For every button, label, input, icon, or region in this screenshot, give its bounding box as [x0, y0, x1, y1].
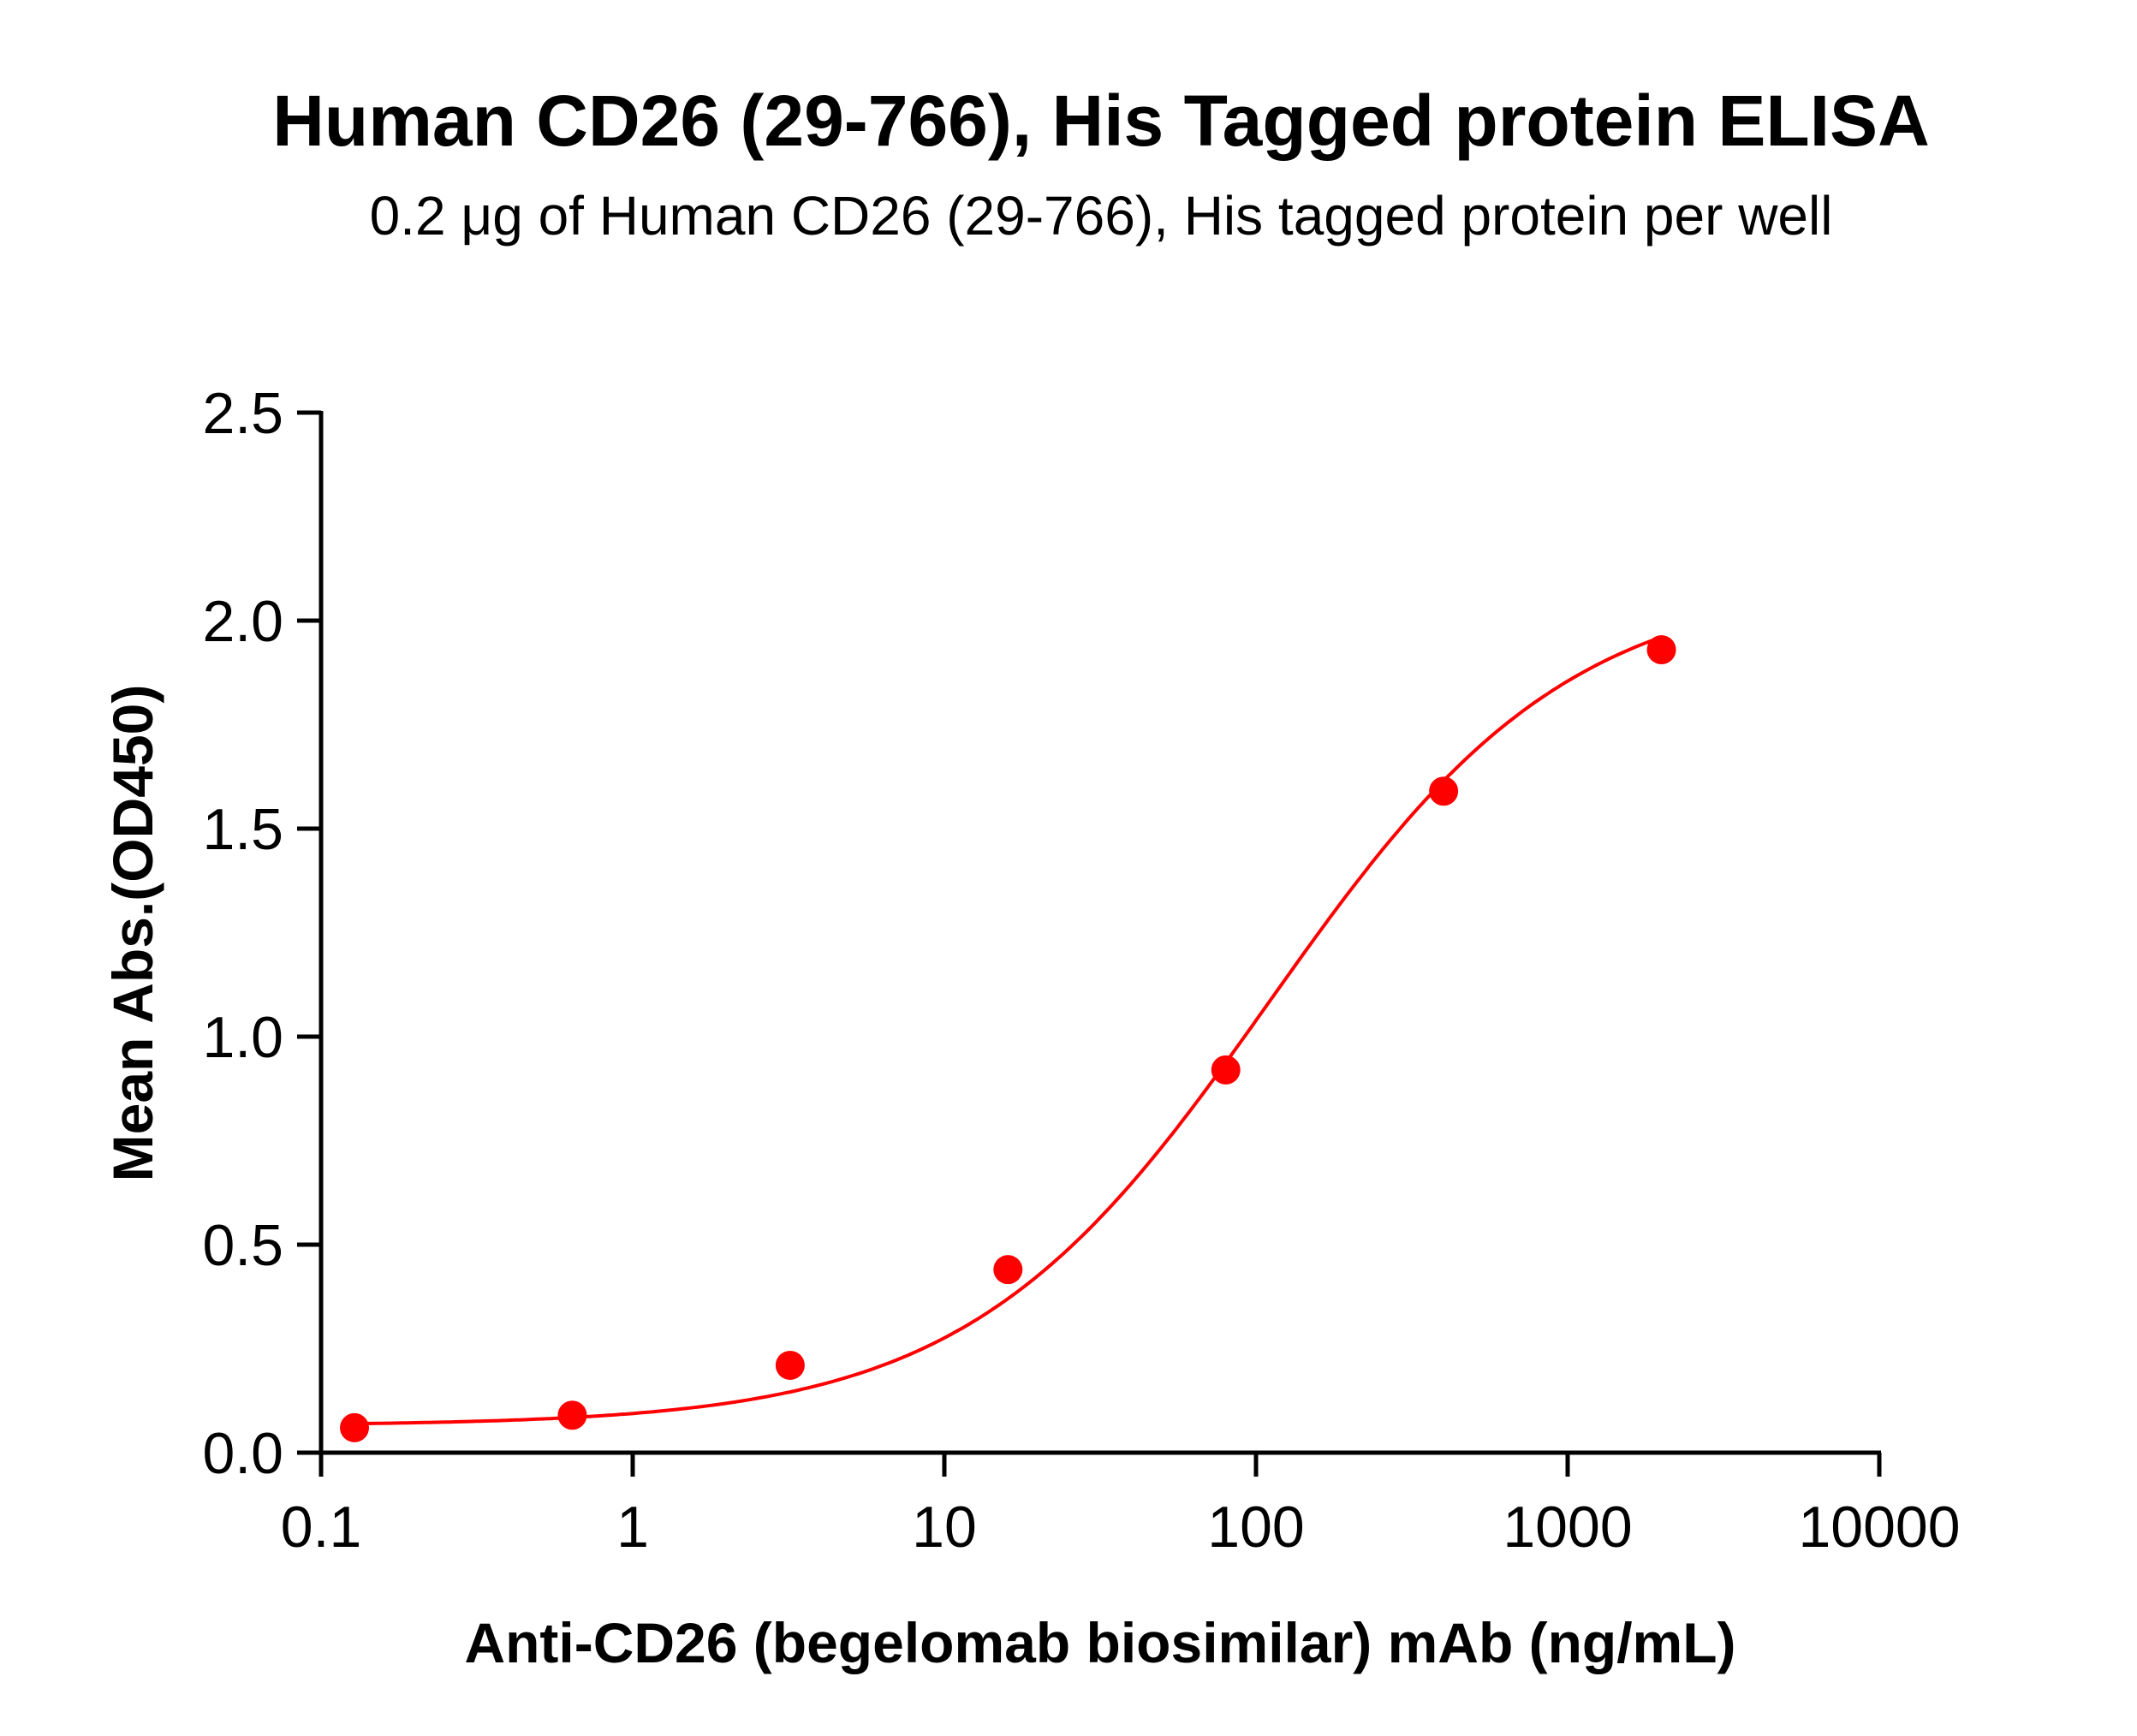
chart-subtitle: 0.2 μg of Human CD26 (29-766), His tagge… — [370, 185, 1833, 247]
axes: 0.1 1 10 100 1000 10000 0.0 0.5 1.0 1.5 2.0 2.5 — [202, 381, 1960, 1560]
y-tick-label: 0.5 — [202, 1213, 283, 1278]
x-tick-label: 1 — [616, 1495, 649, 1560]
data-point — [775, 1350, 805, 1380]
x-axis-label: Anti-CD26 (begelomab biosimilar) mAb (ng… — [464, 1611, 1735, 1674]
x-tick-label: 10000 — [1798, 1495, 1960, 1560]
y-tick-label: 1.0 — [202, 1005, 283, 1070]
y-tick-label: 2.0 — [202, 589, 283, 654]
y-axis-label: Mean Abs.(OD450) — [101, 685, 164, 1182]
data-point — [993, 1255, 1023, 1285]
x-tick-label: 1000 — [1503, 1495, 1632, 1560]
data-point — [340, 1412, 370, 1442]
fit-curve — [354, 635, 1663, 1426]
y-tick-label: 2.5 — [202, 381, 283, 446]
chart-title: Human CD26 (29-766), His Tagged protein … — [272, 80, 1930, 161]
x-tick-label: 0.1 — [281, 1495, 362, 1560]
data-point — [557, 1400, 587, 1430]
x-tick-label: 100 — [1207, 1495, 1304, 1560]
y-tick-label: 1.5 — [202, 797, 283, 862]
data-point — [1429, 776, 1459, 806]
data-point — [1211, 1055, 1241, 1085]
data-point — [1646, 635, 1676, 665]
x-tick-label: 10 — [912, 1495, 977, 1560]
y-tick-label: 0.0 — [202, 1421, 283, 1486]
data-points — [340, 635, 1676, 1442]
